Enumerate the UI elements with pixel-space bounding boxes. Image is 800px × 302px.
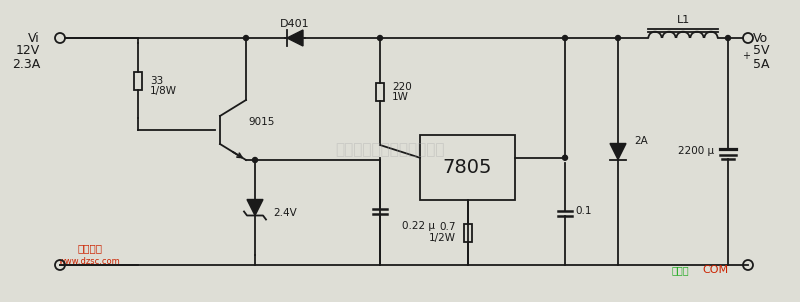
Text: D401: D401 (280, 19, 310, 29)
Circle shape (378, 36, 382, 40)
Text: L1: L1 (676, 15, 690, 25)
Text: +: + (742, 51, 750, 61)
Text: 2A: 2A (634, 137, 648, 146)
Bar (376, 82, 384, 101)
Text: 220: 220 (392, 82, 412, 92)
Text: 1W: 1W (392, 92, 409, 102)
Bar (463, 223, 471, 242)
Text: 5A: 5A (753, 57, 770, 70)
Circle shape (253, 158, 258, 162)
Polygon shape (287, 30, 303, 46)
Bar (420, 135, 515, 200)
Text: Vo: Vo (753, 31, 768, 44)
Text: 2200 μ: 2200 μ (678, 146, 714, 156)
Bar (134, 72, 142, 89)
Circle shape (243, 36, 249, 40)
Text: 2.4V: 2.4V (273, 207, 297, 217)
Text: 33: 33 (150, 76, 163, 86)
Circle shape (562, 36, 567, 40)
Text: 0.1: 0.1 (575, 206, 591, 216)
Text: www.dzsc.com: www.dzsc.com (59, 258, 121, 266)
Text: 0.22 μ: 0.22 μ (402, 221, 435, 231)
Text: 0.7: 0.7 (439, 223, 455, 233)
Text: COM: COM (702, 265, 728, 275)
Text: 7805: 7805 (442, 158, 492, 177)
Text: 12V: 12V (16, 44, 40, 57)
Text: 维库一下: 维库一下 (78, 243, 102, 253)
Text: 1/2W: 1/2W (429, 233, 455, 243)
Circle shape (562, 155, 567, 160)
Polygon shape (610, 143, 626, 159)
Circle shape (726, 36, 730, 40)
Polygon shape (247, 200, 263, 216)
Text: 1/8W: 1/8W (150, 86, 177, 96)
Text: 9015: 9015 (248, 117, 274, 127)
Text: 2.3A: 2.3A (12, 57, 40, 70)
Text: 5V: 5V (753, 44, 770, 57)
Text: Vi: Vi (28, 31, 40, 44)
Circle shape (615, 36, 621, 40)
Text: 杭州矿睿科技股份有限公司: 杭州矿睿科技股份有限公司 (335, 143, 445, 158)
Text: 接线图: 接线图 (671, 265, 689, 275)
